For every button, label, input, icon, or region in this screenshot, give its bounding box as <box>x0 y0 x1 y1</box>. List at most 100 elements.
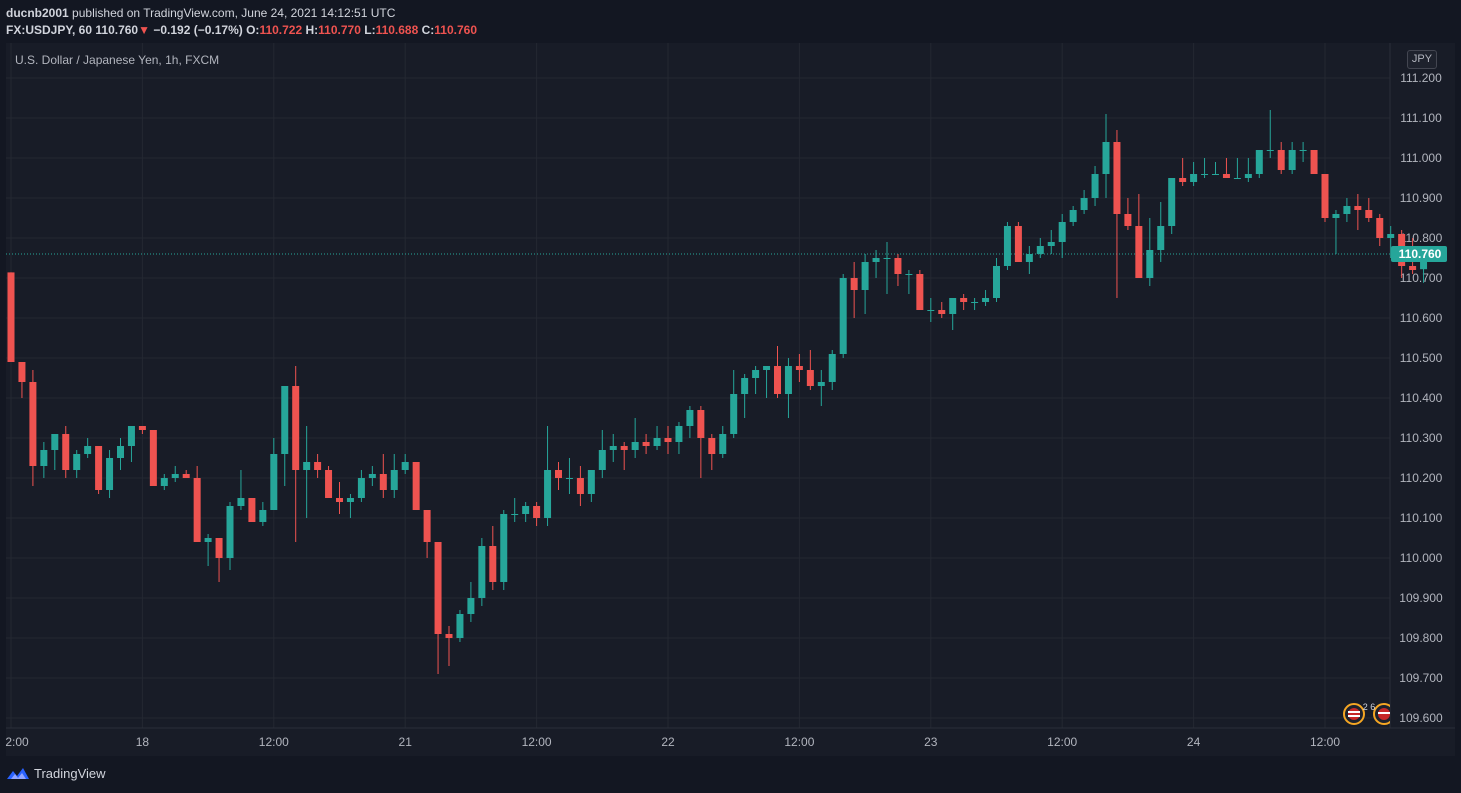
candle-up <box>752 370 760 378</box>
candle-up <box>1266 150 1274 151</box>
candle-up <box>872 258 880 262</box>
candle-down <box>379 474 387 490</box>
candle-up <box>784 366 792 394</box>
y-tick-label: 110.400 <box>1400 391 1443 405</box>
candle-down <box>1376 218 1384 238</box>
candle-up <box>817 382 825 386</box>
economic-events-icon[interactable]: 2 6 <box>1342 702 1390 726</box>
candle-down <box>806 370 814 386</box>
high-label: H: <box>305 23 319 37</box>
candle-down <box>489 546 497 582</box>
candle-down <box>149 430 157 486</box>
candle-up <box>1332 214 1340 218</box>
last-price: 110.760 <box>95 23 139 37</box>
candle-up <box>1058 222 1066 242</box>
candle-up <box>1036 246 1044 254</box>
candle-up <box>500 514 508 582</box>
candle-down <box>708 438 716 454</box>
candle-up <box>303 462 311 470</box>
candle-down <box>697 410 705 438</box>
candle-up <box>106 458 114 490</box>
candle-up <box>522 506 530 514</box>
candle-up <box>949 298 957 314</box>
candle-up <box>401 462 409 470</box>
symbol-interval: FX:USDJPY, 60 <box>6 23 93 37</box>
candle-up <box>346 498 354 502</box>
candle-down <box>434 542 442 634</box>
down-arrow-icon: ▼ <box>138 23 150 37</box>
candle-down <box>1014 226 1022 262</box>
candle-up <box>1025 254 1033 262</box>
y-tick-label: 110.800 <box>1400 231 1443 245</box>
close-label: C: <box>421 23 435 37</box>
candle-up <box>1069 210 1077 222</box>
candle-down <box>795 366 803 370</box>
x-tick-label: 2:00 <box>5 735 29 749</box>
candle-down <box>18 362 26 382</box>
x-tick-label: 12:00 <box>1047 735 1077 749</box>
candle-up <box>1190 174 1198 182</box>
x-tick-label: 22 <box>661 735 675 749</box>
tradingview-logo-icon[interactable] <box>6 765 30 781</box>
candle-down <box>850 278 858 290</box>
candle-down <box>1354 206 1362 210</box>
y-tick-label: 109.700 <box>1399 671 1443 685</box>
low-label: L: <box>364 23 376 37</box>
candle-up <box>730 394 738 434</box>
y-tick-label: 109.600 <box>1399 711 1443 725</box>
author-name[interactable]: ducnb2001 <box>6 6 69 20</box>
candle-down <box>555 470 562 478</box>
candle-down <box>916 274 924 310</box>
y-tick-label: 110.100 <box>1400 511 1443 525</box>
symbol-title: U.S. Dollar / Japanese Yen, 1h, FXCM <box>15 53 220 67</box>
candle-down <box>215 538 223 558</box>
footer: TradingView <box>6 765 106 781</box>
price-change: −0.192 (−0.17%) <box>153 23 243 37</box>
candle-up <box>357 478 365 498</box>
candle-up <box>631 442 639 450</box>
candle-up <box>1233 178 1241 179</box>
current-price-badge <box>1391 246 1447 262</box>
x-tick-label: 12:00 <box>1310 735 1340 749</box>
candle-up <box>127 426 135 446</box>
candle-down <box>423 510 431 542</box>
candle-down <box>292 386 300 470</box>
candle-down <box>938 310 946 314</box>
candle-down <box>336 498 343 502</box>
y-tick-label: 111.200 <box>1400 71 1442 85</box>
currency-button[interactable]: JPY <box>1407 50 1437 69</box>
candle-down <box>62 434 70 470</box>
candle-up <box>1299 150 1307 151</box>
tradingview-brand[interactable]: TradingView <box>34 765 106 781</box>
current-price-label: 110.760 <box>1399 247 1442 261</box>
ohlc-line: FX:USDJPY, 60 110.760▼ −0.192 (−0.17%) O… <box>6 22 477 39</box>
candle-down <box>138 426 146 430</box>
candle-up <box>467 598 475 614</box>
candle-up <box>1003 226 1011 266</box>
candle-up <box>587 470 595 494</box>
candle-up <box>982 298 990 302</box>
candle-up <box>281 386 289 454</box>
candle-down <box>1179 178 1187 182</box>
candle-up <box>259 510 267 522</box>
events-count: 2 6 <box>1363 702 1376 712</box>
candle-up <box>598 450 606 470</box>
candle-up <box>971 302 979 303</box>
high-value: 110.770 <box>318 23 361 37</box>
candle-down <box>1113 142 1121 214</box>
candle-up <box>1387 234 1395 238</box>
candle-up <box>993 266 1000 298</box>
candle-up <box>171 474 179 478</box>
candle-down <box>620 446 628 450</box>
candle-down <box>1222 174 1230 178</box>
open-label: O: <box>246 23 260 37</box>
candle-up <box>237 498 245 506</box>
candle-down <box>664 438 672 442</box>
publish-line: ducnb2001 published on TradingView.com, … <box>6 5 477 22</box>
y-tick-label: 110.200 <box>1400 471 1443 485</box>
y-tick-label: 110.600 <box>1400 311 1443 325</box>
candle-up <box>511 514 519 515</box>
candle-up <box>84 446 92 454</box>
candle-down <box>412 462 420 510</box>
